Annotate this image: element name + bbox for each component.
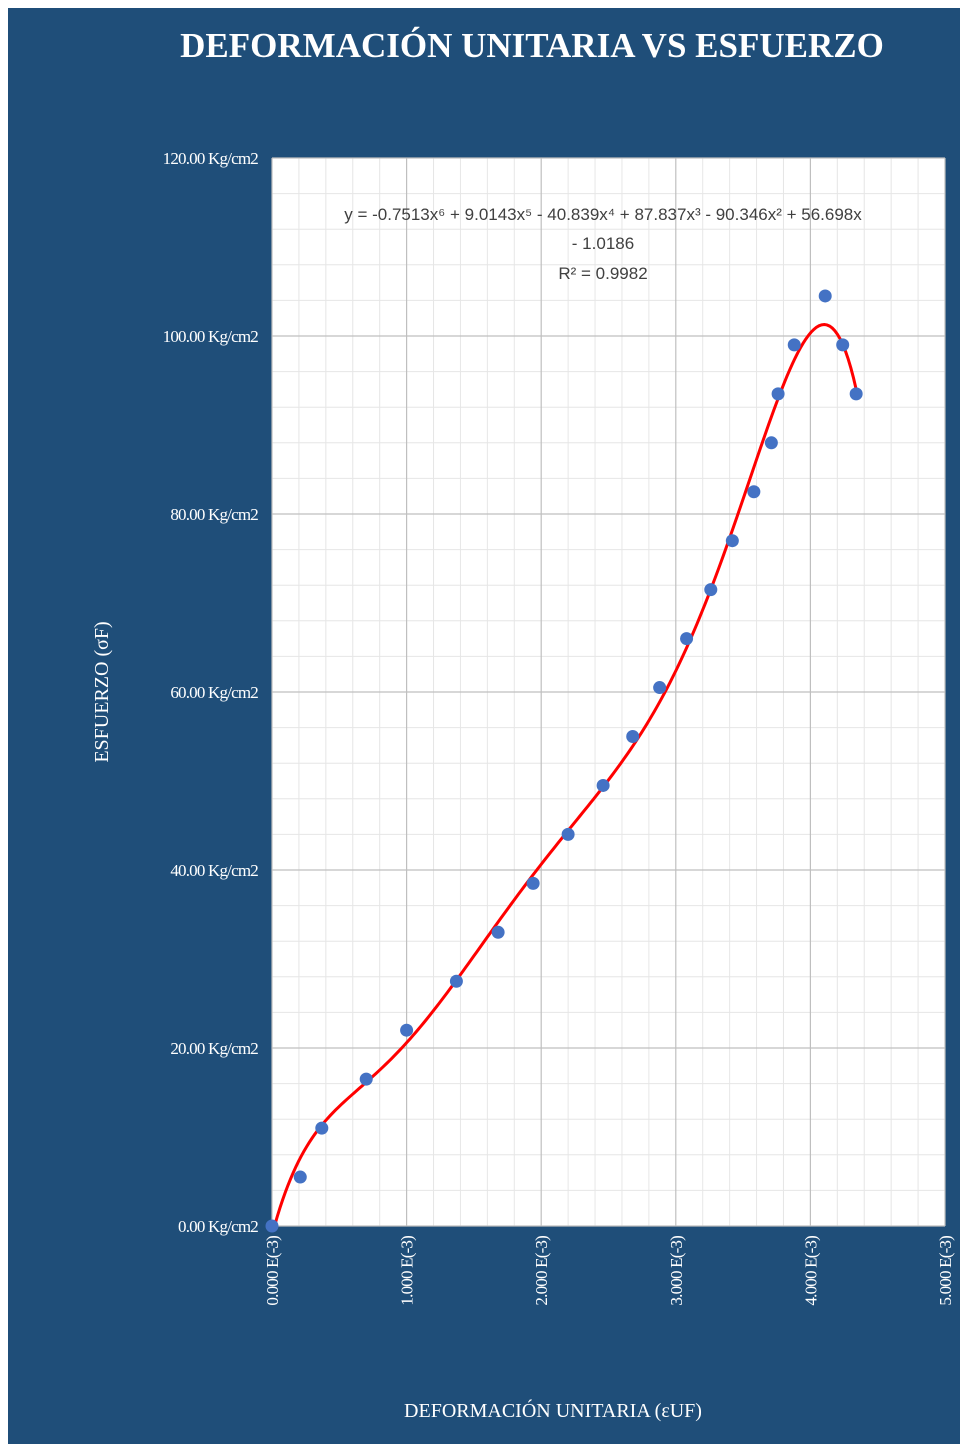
data-point (818, 289, 832, 303)
y-tick-label: 100.00 Kg/cm2 (163, 327, 259, 346)
data-points (265, 289, 863, 1233)
data-point (293, 1170, 307, 1184)
chart-title: DEFORMACIÓN UNITARIA VS ESFUERZO (180, 26, 884, 65)
trendline-equation-line1: y = -0.7513x⁶ + 9.0143x⁵ - 40.839x⁴ + 87… (344, 205, 862, 224)
x-tick-labels: 0.000 E(-3) 1.000 E(-3) 2.000 E(-3) 3.000 E… (263, 1236, 955, 1306)
data-point (526, 876, 540, 890)
data-point (265, 1219, 279, 1233)
x-tick-label: 0.000 E(-3) (263, 1236, 282, 1306)
data-point (680, 632, 694, 646)
data-point (449, 974, 463, 988)
y-tick-label: 120.00 Kg/cm2 (163, 149, 259, 168)
x-tick-label: 1.000 E(-3) (398, 1236, 417, 1306)
data-point (836, 338, 850, 352)
trendline-equation-line2: - 1.0186 (572, 234, 634, 253)
data-point (787, 338, 801, 352)
y-tick-label: 0.00 Kg/cm2 (178, 1217, 258, 1236)
x-tick-label: 3.000 E(-3) (667, 1236, 686, 1306)
data-point (626, 730, 640, 743)
x-tick-label: 4.000 E(-3) (801, 1236, 820, 1306)
data-point (725, 534, 739, 548)
trendline-r-squared: R² = 0.9982 (558, 264, 647, 283)
data-point (315, 1121, 329, 1135)
y-tick-label: 60.00 Kg/cm2 (170, 683, 258, 702)
y-tick-labels: 0.00 Kg/cm2 20.00 Kg/cm2 40.00 Kg/cm2 60.00… (163, 149, 259, 1236)
data-point (747, 485, 761, 499)
data-point (596, 778, 610, 792)
data-point (400, 1023, 414, 1037)
data-point (771, 387, 785, 401)
data-point (359, 1072, 373, 1086)
y-axis-title: ESFUERZO (σF) (91, 621, 113, 762)
data-point (704, 583, 718, 597)
x-axis-title: DEFORMACIÓN UNITARIA (εUF) (404, 1398, 702, 1422)
y-tick-label: 20.00 Kg/cm2 (170, 1039, 258, 1058)
data-point (653, 681, 667, 695)
y-tick-label: 40.00 Kg/cm2 (170, 861, 258, 880)
y-tick-label: 80.00 Kg/cm2 (170, 505, 258, 524)
data-point (849, 387, 863, 401)
major-gridlines (271, 157, 946, 1227)
x-tick-label: 5.000 E(-3) (936, 1236, 955, 1306)
x-tick-label: 2.000 E(-3) (532, 1236, 551, 1306)
data-point (491, 925, 505, 939)
data-point (561, 827, 575, 841)
data-point (764, 436, 778, 450)
